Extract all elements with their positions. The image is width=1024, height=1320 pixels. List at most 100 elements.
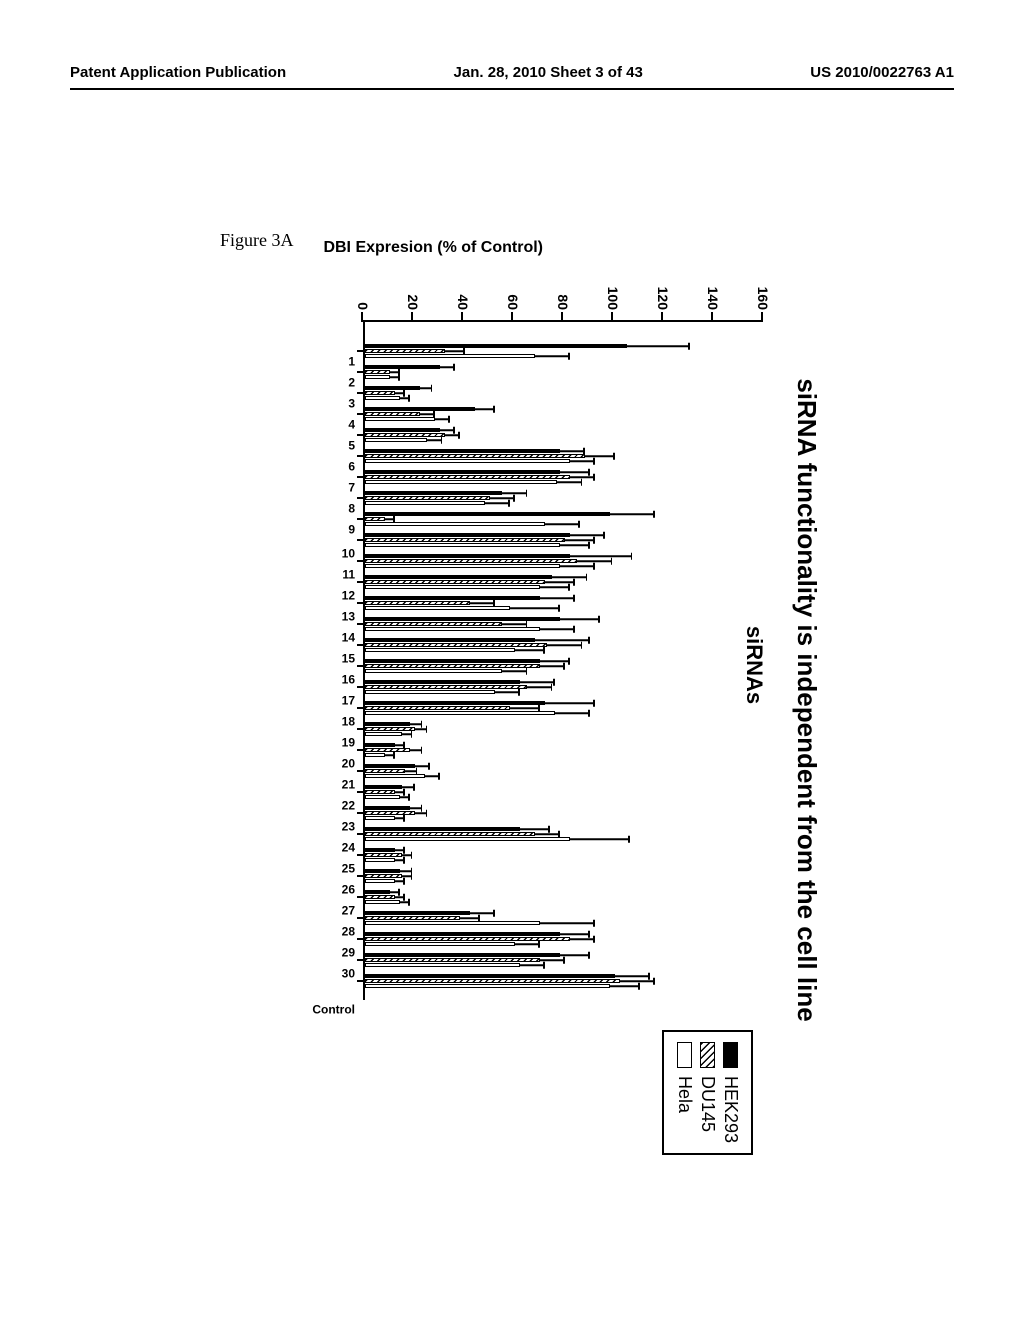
x-tick [357, 455, 365, 457]
x-tick [357, 854, 365, 856]
error-bar [614, 975, 649, 977]
error-bar [439, 366, 454, 368]
error-bar [389, 891, 399, 893]
x-tick-label: 8 [348, 501, 355, 515]
x-tick-label: 22 [342, 799, 355, 813]
bar-hela [365, 543, 560, 547]
error-bar [554, 712, 589, 714]
legend-label-hela: Hela [674, 1076, 695, 1113]
bar-group [365, 554, 578, 568]
error-bar [444, 434, 459, 436]
y-tick-label: 40 [455, 272, 471, 310]
error-bar [559, 618, 599, 620]
x-tick [357, 371, 365, 373]
y-tick [611, 312, 613, 322]
x-tick-label: 13 [342, 610, 355, 624]
error-bar [459, 917, 479, 919]
bar-group [365, 596, 540, 610]
x-tick [357, 770, 365, 772]
bar-hela [365, 774, 425, 778]
error-bar [544, 702, 594, 704]
x-tick-label: 16 [342, 673, 355, 687]
error-bar [384, 518, 394, 520]
error-bar [569, 534, 604, 536]
bar-hek [365, 512, 610, 516]
error-bar [539, 597, 574, 599]
error-bar [409, 749, 422, 751]
y-tick-label: 0 [355, 272, 371, 310]
bar-du [365, 370, 390, 374]
y-tick [761, 312, 763, 322]
error-bar [399, 901, 409, 903]
x-tick [357, 938, 365, 940]
x-tick [357, 833, 365, 835]
bar-du [365, 958, 540, 962]
bar-hela [365, 669, 503, 673]
bar-hek [365, 407, 475, 411]
bar-du [365, 454, 585, 458]
plot-area: 0204060801001201401601234567891011121314… [363, 320, 763, 1000]
bar-du [365, 811, 415, 815]
bar-hela [365, 921, 540, 925]
y-tick [411, 312, 413, 322]
bar-du [365, 601, 470, 605]
y-tick [561, 312, 563, 322]
bar-hela [365, 963, 520, 967]
error-bar [444, 350, 464, 352]
bar-group [365, 533, 570, 547]
bar-hela [365, 837, 570, 841]
legend-item-hek: HEK293 [720, 1042, 741, 1143]
x-tick-label: 1 [348, 354, 355, 368]
swatch-du-icon [700, 1042, 715, 1068]
legend: HEK293 DU145 Hela [662, 1030, 753, 1155]
bar-du [365, 685, 528, 689]
bar-hek [365, 365, 440, 369]
bar-hek [365, 638, 535, 642]
bar-group [365, 827, 570, 841]
swatch-hek-icon [723, 1042, 738, 1068]
legend-label-du: DU145 [697, 1076, 718, 1132]
error-bar [569, 838, 629, 840]
x-tick-label: 15 [342, 652, 355, 666]
bar-du [365, 496, 490, 500]
bar-du [365, 433, 445, 437]
bar-du [365, 664, 540, 668]
error-bar [509, 607, 559, 609]
bar-hela [365, 459, 570, 463]
error-bar [414, 728, 427, 730]
bar-du [365, 391, 395, 395]
x-tick-label: 23 [342, 820, 355, 834]
bar-du [365, 727, 415, 731]
y-tick-label: 80 [555, 272, 571, 310]
bar-hek [365, 932, 560, 936]
bar-hela [365, 564, 560, 568]
error-bar [399, 397, 409, 399]
error-bar [544, 523, 579, 525]
bar-hek [365, 659, 540, 663]
x-tick [357, 665, 365, 667]
error-bar [484, 502, 509, 504]
error-bar [609, 513, 654, 515]
error-bar [534, 833, 559, 835]
bar-group [365, 785, 403, 799]
bar-du [365, 979, 620, 983]
swatch-hela-icon [677, 1042, 692, 1068]
bar-du [365, 349, 445, 353]
bar-hela [365, 354, 535, 358]
bar-hek [365, 533, 570, 537]
x-tick-label: 27 [342, 904, 355, 918]
error-bar [404, 770, 417, 772]
x-tick-label: 25 [342, 862, 355, 876]
bar-du [365, 517, 385, 521]
x-tick-label: 12 [342, 589, 355, 603]
error-bar [519, 828, 549, 830]
bars-container [365, 322, 763, 1000]
bar-hela [365, 732, 403, 736]
bar-hela [365, 480, 558, 484]
bar-hela [365, 816, 395, 820]
bar-hela [365, 585, 540, 589]
error-bar [527, 686, 552, 688]
legend-label-hek: HEK293 [720, 1076, 741, 1143]
bar-hek [365, 848, 395, 852]
error-bar [434, 418, 449, 420]
